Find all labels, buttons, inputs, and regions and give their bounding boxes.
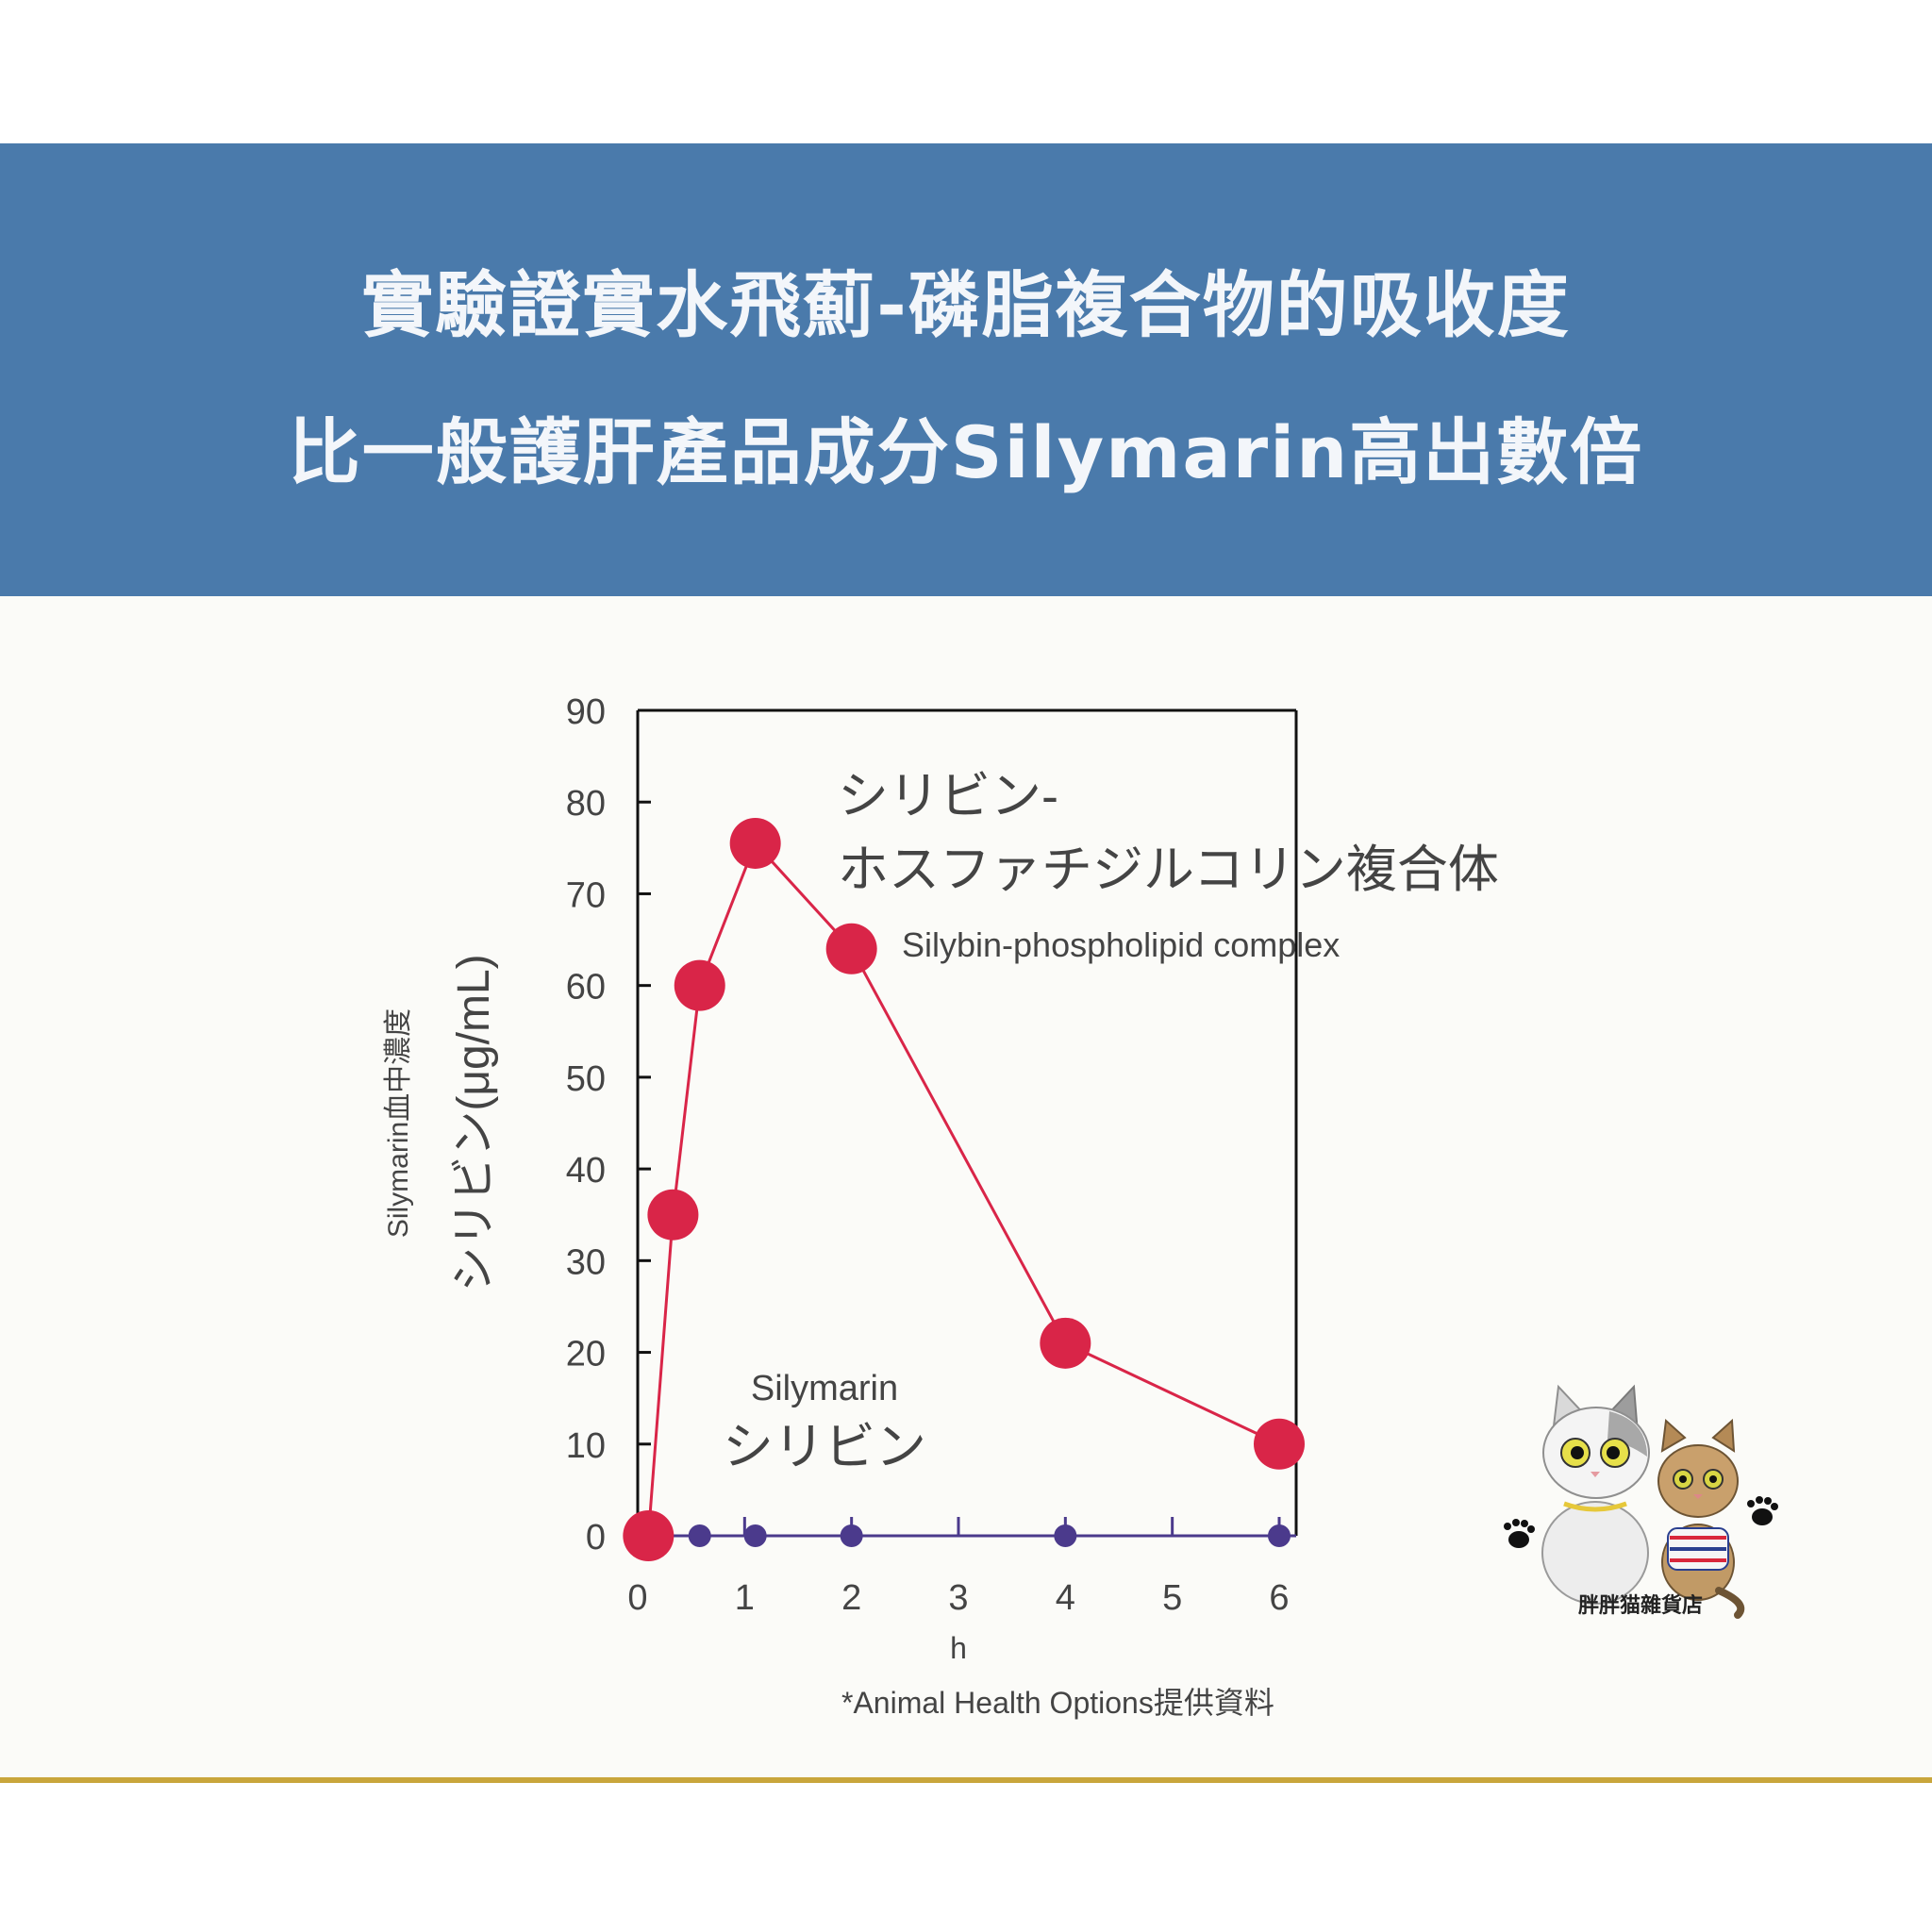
y-axis-label-2: シリビン(μg/mL) — [449, 954, 499, 1291]
silymarin-label-line-2: シリビン — [723, 1419, 926, 1475]
cat-logo-icon — [1504, 1384, 1778, 1619]
silymarin-point — [1054, 1524, 1077, 1547]
store-name: 胖胖猫雜貨店 — [1577, 1594, 1703, 1618]
header-banner — [0, 143, 1932, 596]
headline-line-1: 實驗證實水飛薊-磷脂複合物的吸收度 — [361, 263, 1571, 347]
x-tick-label: 4 — [1056, 1578, 1075, 1618]
complex-label-line-1: シリビン- — [838, 768, 1058, 824]
silymarin-point — [840, 1524, 863, 1547]
x-tick-label: 5 — [1162, 1578, 1182, 1618]
x-axis-label: h — [950, 1631, 967, 1665]
y-tick-label: 80 — [566, 784, 606, 824]
complex-point — [1254, 1418, 1305, 1470]
y-tick-label: 40 — [566, 1151, 606, 1191]
complex-point — [647, 1189, 699, 1241]
complex-label-line-2: ホスファチジルコリン複合体 — [838, 841, 1499, 898]
complex-point — [674, 959, 725, 1011]
x-tick-label: 0 — [627, 1578, 647, 1618]
y-tick-label: 10 — [566, 1426, 606, 1466]
headline-line-2: 比一般護肝產品成分Silymarin高出數倍 — [288, 410, 1644, 494]
silymarin-point — [688, 1524, 711, 1547]
y-tick-label: 30 — [566, 1242, 606, 1282]
y-tick-label: 50 — [566, 1059, 606, 1099]
source-note: *Animal Health Options提供資料 — [841, 1686, 1274, 1720]
complex-point — [623, 1510, 675, 1561]
complex-point — [825, 923, 877, 974]
bottom-accent-rule — [0, 1777, 1932, 1783]
y-axis-label-1: Silymarin血中濃度 — [383, 1008, 414, 1238]
y-tick-label: 90 — [566, 692, 606, 732]
complex-label-line-3: Silybin-phospholipid complex — [902, 925, 1340, 964]
silymarin-point — [743, 1524, 767, 1547]
x-tick-label: 3 — [948, 1578, 968, 1618]
x-tick-label: 2 — [841, 1578, 861, 1618]
y-tick-label: 20 — [566, 1335, 606, 1374]
complex-point — [1040, 1317, 1091, 1369]
silymarin-label-line-1: Silymarin — [751, 1369, 898, 1408]
silymarin-point — [1268, 1524, 1291, 1547]
x-tick-label: 1 — [735, 1578, 755, 1618]
y-tick-label: 0 — [586, 1518, 606, 1557]
y-tick-label: 70 — [566, 875, 606, 915]
x-tick-label: 6 — [1269, 1578, 1289, 1618]
y-tick-label: 60 — [566, 968, 606, 1008]
complex-point — [729, 817, 781, 869]
